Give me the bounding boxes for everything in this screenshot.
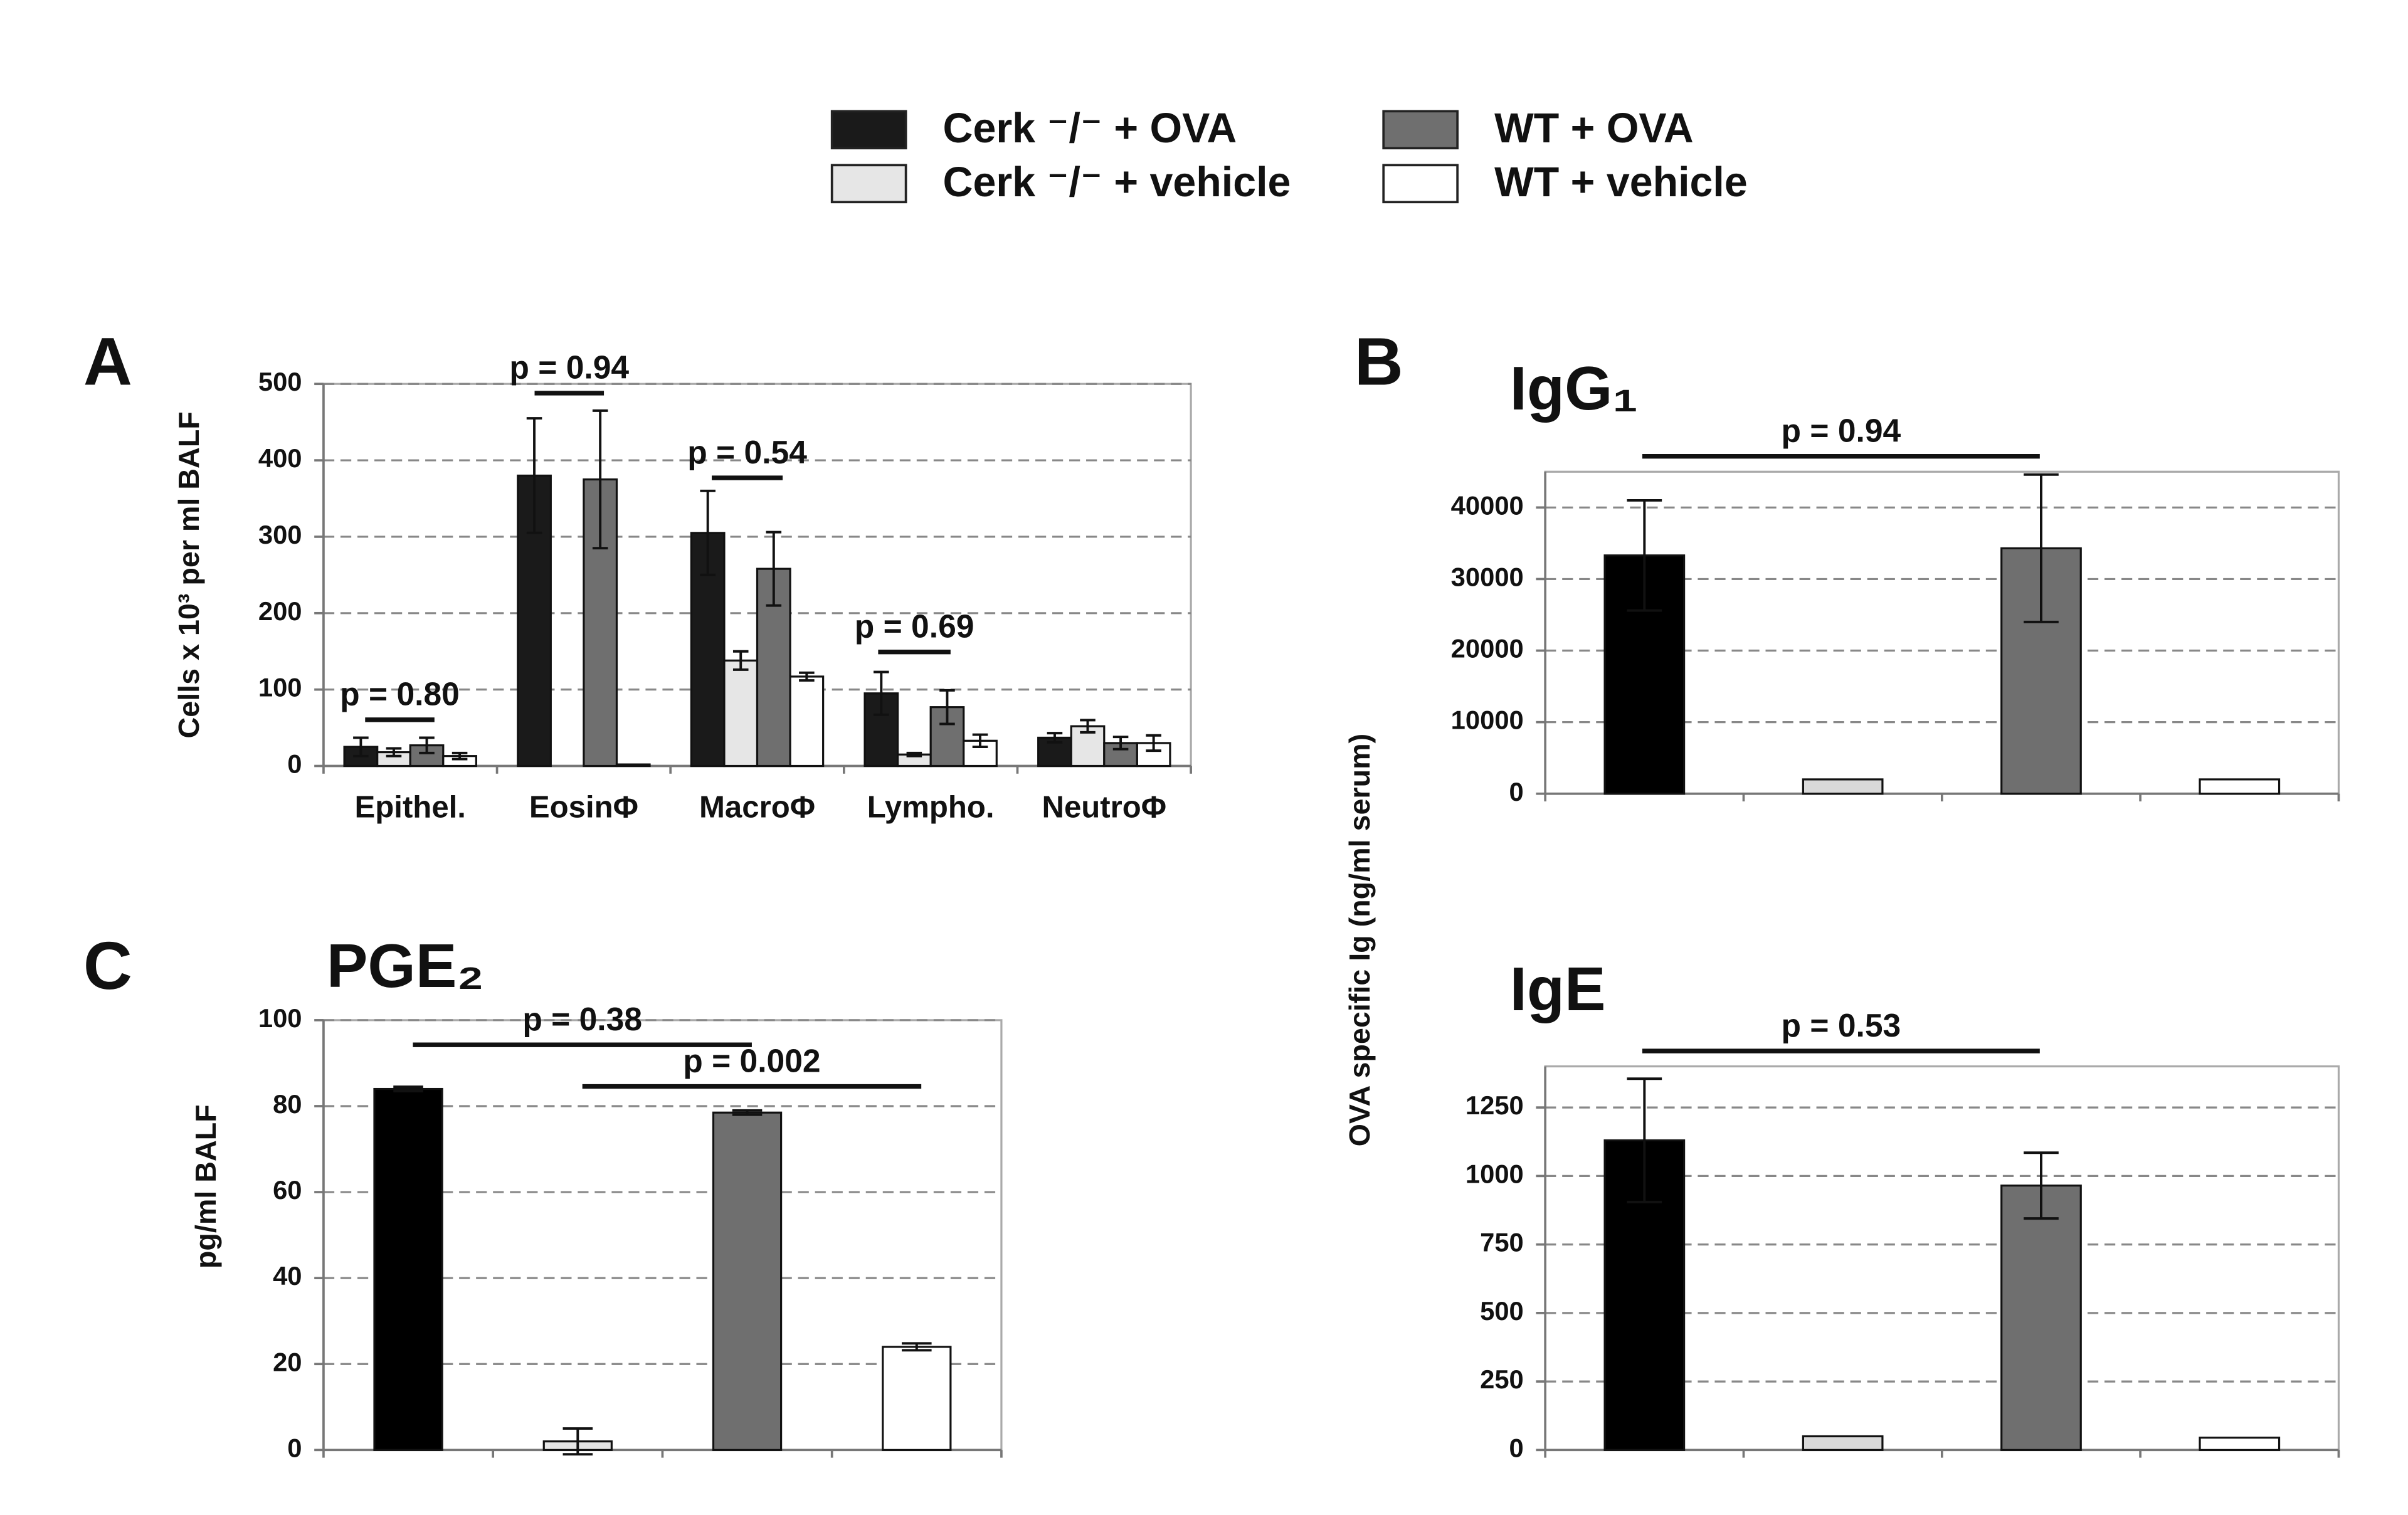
y-tick-label: 250 xyxy=(1480,1365,1524,1394)
error-bar xyxy=(1627,1077,1662,1203)
x-tick-label: EosinΦ xyxy=(529,790,638,824)
error-bar xyxy=(732,650,749,671)
y-axis-label: OVA specific Ig (ng/ml serum) xyxy=(1343,734,1376,1146)
y-tick-label: 300 xyxy=(258,520,302,549)
y-tick-label: 100 xyxy=(258,1003,302,1033)
y-tick-label: 80 xyxy=(273,1089,302,1119)
bar xyxy=(789,675,825,768)
error-bar xyxy=(353,736,369,758)
error-bar xyxy=(526,417,542,534)
chart-title: IgG₁ xyxy=(1510,354,1638,423)
legend-label: WT + OVA xyxy=(1494,105,1694,152)
bar xyxy=(373,1087,443,1451)
panel-label: A xyxy=(83,324,132,399)
y-axis-label: pg/ml BALF xyxy=(189,1104,222,1269)
error-bar xyxy=(902,1342,932,1352)
error-bar xyxy=(2024,473,2059,623)
error-bar xyxy=(799,671,815,682)
y-tick-label: 1250 xyxy=(1465,1090,1524,1120)
error-bar xyxy=(1047,732,1063,744)
y-tick-label: 500 xyxy=(1480,1296,1524,1326)
error-bar xyxy=(386,747,402,758)
bar xyxy=(1802,1435,1884,1451)
bar xyxy=(882,1346,952,1451)
p-value: p = 0.94 xyxy=(1782,412,1901,448)
legend-swatch xyxy=(830,164,907,204)
x-tick-label: Epithel. xyxy=(355,790,466,824)
y-tick-label: 200 xyxy=(258,596,302,626)
y-tick-label: 30000 xyxy=(1451,562,1524,591)
error-bar xyxy=(1627,499,1662,612)
error-bar xyxy=(732,1109,763,1116)
error-bar xyxy=(592,409,608,550)
panel-label: C xyxy=(83,927,132,1003)
error-bar xyxy=(452,751,468,761)
p-value: p = 0.94 xyxy=(509,349,629,386)
error-bar xyxy=(874,670,889,716)
y-tick-label: 60 xyxy=(273,1175,302,1205)
bar xyxy=(615,763,651,768)
p-value: p = 0.80 xyxy=(340,676,460,712)
legend-label: Cerk ⁻/⁻ + OVA xyxy=(943,105,1237,152)
bar xyxy=(2199,1437,2281,1451)
chart-title: PGE₂ xyxy=(327,931,484,1000)
y-tick-label: 20000 xyxy=(1451,634,1524,663)
panel-label: B xyxy=(1354,324,1403,399)
legend-swatch xyxy=(1382,164,1459,204)
y-axis-label: Cells x 10³ per ml BALF xyxy=(172,411,205,738)
p-value: p = 0.53 xyxy=(1782,1007,1901,1043)
legend-swatch xyxy=(1382,110,1459,150)
error-bar xyxy=(700,489,716,576)
bar xyxy=(1603,554,1686,795)
error-bar xyxy=(562,1427,593,1456)
error-bar xyxy=(393,1085,423,1092)
x-tick-label: Lympho. xyxy=(867,790,995,824)
x-tick-label: MacroΦ xyxy=(699,790,815,824)
error-bar xyxy=(972,733,988,749)
p-value: p = 0.002 xyxy=(683,1042,820,1079)
y-tick-label: 100 xyxy=(258,673,302,702)
error-bar xyxy=(2024,1151,2059,1220)
bar xyxy=(2000,1185,2082,1451)
y-tick-label: 40000 xyxy=(1451,490,1524,520)
y-tick-label: 1000 xyxy=(1465,1159,1524,1188)
error-bar xyxy=(1146,734,1161,752)
y-tick-label: 0 xyxy=(1509,1433,1524,1462)
y-tick-label: 40 xyxy=(273,1261,302,1291)
legend-label: WT + vehicle xyxy=(1494,159,1748,206)
y-tick-label: 20 xyxy=(273,1347,302,1376)
y-tick-label: 0 xyxy=(1509,777,1524,806)
error-bar xyxy=(766,531,782,607)
error-bar xyxy=(419,736,435,754)
error-bar xyxy=(939,689,955,726)
bar xyxy=(712,1111,783,1451)
chart-title: IgE xyxy=(1510,954,1606,1023)
bar xyxy=(723,659,759,768)
y-tick-label: 0 xyxy=(287,1433,302,1462)
y-tick-label: 0 xyxy=(287,749,302,779)
legend-swatch xyxy=(830,110,907,150)
error-bar xyxy=(906,751,922,758)
p-value: p = 0.69 xyxy=(855,608,974,644)
p-value: p = 0.54 xyxy=(687,434,807,470)
bar xyxy=(1802,778,1884,795)
y-tick-label: 400 xyxy=(258,443,302,473)
y-tick-label: 10000 xyxy=(1451,705,1524,735)
y-tick-label: 500 xyxy=(258,367,302,396)
y-tick-label: 750 xyxy=(1480,1228,1524,1257)
legend-label: Cerk ⁻/⁻ + vehicle xyxy=(943,159,1291,206)
p-value: p = 0.38 xyxy=(522,1001,642,1037)
x-tick-label: NeutroΦ xyxy=(1042,790,1166,824)
error-bar xyxy=(1112,736,1129,751)
error-bar xyxy=(1080,719,1096,734)
bar xyxy=(2199,778,2281,795)
